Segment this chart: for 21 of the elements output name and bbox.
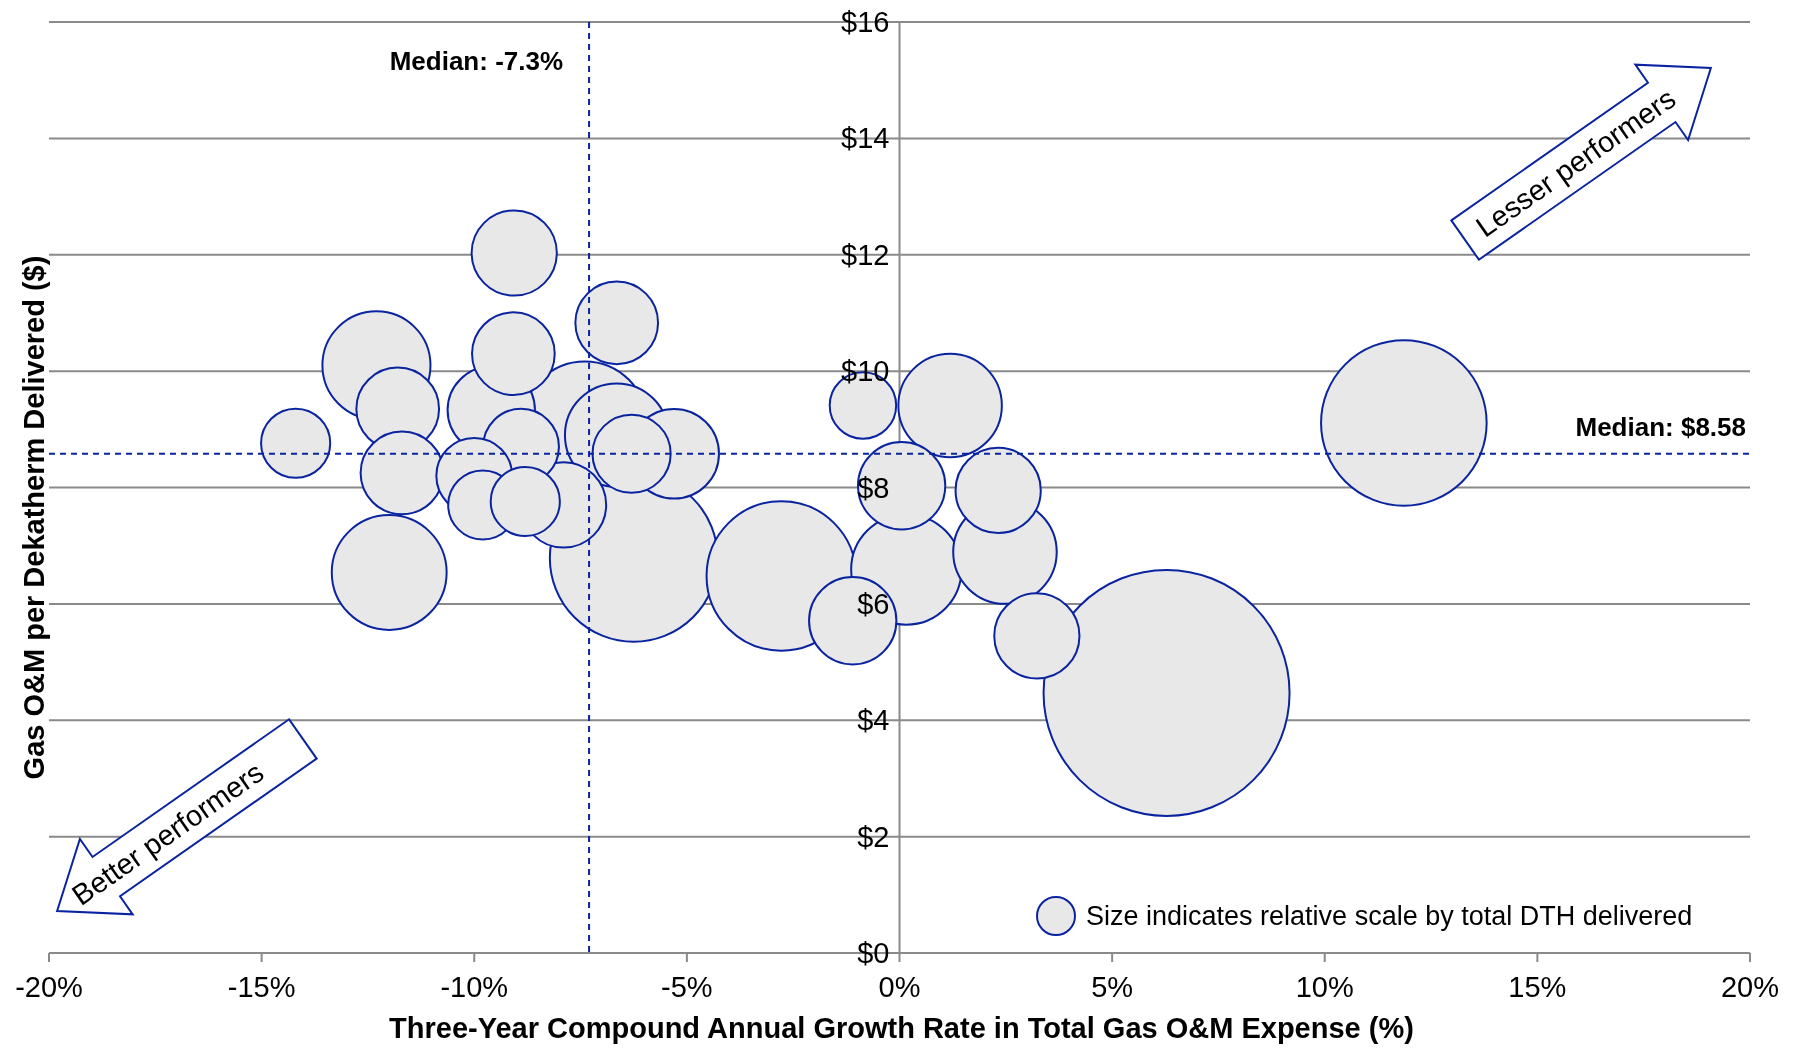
x-tick-label: 0% [878,971,921,1003]
x-tick-label: -10% [440,971,509,1003]
x-tick-label: -5% [661,971,713,1003]
y-tick-label: $6 [857,587,890,620]
x-tick-label: 15% [1508,971,1567,1003]
x-tick-label: -15% [227,971,296,1003]
y-tick-label: $4 [857,704,890,737]
ref-line-label: Median: $8.58 [1575,411,1746,442]
y-tick-label: $0 [857,937,890,969]
x-axis-title: Three-Year Compound Annual Growth Rate in Total Gas O&M Expense (%) [389,1012,1414,1044]
x-tick-label: 20% [1720,971,1780,1003]
ref-line-label: Median: -7.3% [389,46,564,76]
annotation: Size indicates relative scale by total DTH delivered [1086,901,1693,931]
y-tick-label: $2 [857,820,890,853]
x-tick-label: 10% [1295,971,1354,1003]
y-tick-label: $12 [841,238,890,271]
x-tick-label: -20% [15,971,83,1003]
y-tick-label: $14 [841,122,890,155]
y-tick-label: $16 [841,6,890,38]
x-tick-label: 5% [1091,971,1134,1003]
y-axis-title: Gas O&M per Dekatherm Delivered ($) [18,255,50,780]
